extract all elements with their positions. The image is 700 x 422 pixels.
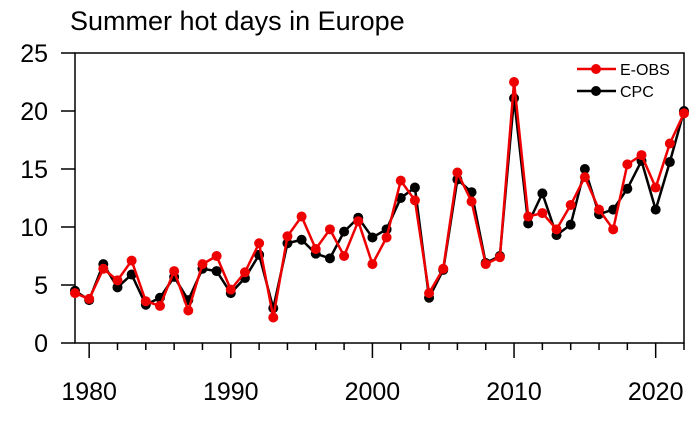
series-line — [74, 96, 686, 310]
y-tick-label: 5 — [34, 272, 48, 300]
data-point — [622, 159, 633, 170]
data-point — [480, 259, 491, 270]
data-point — [339, 251, 350, 261]
data-point — [211, 266, 222, 277]
data-point — [211, 251, 222, 261]
data-point — [664, 138, 675, 149]
data-point — [324, 253, 335, 264]
series-e-obs — [70, 77, 689, 323]
data-point — [140, 296, 151, 307]
legend: E-OBS CPC — [577, 62, 670, 101]
data-point — [664, 157, 675, 168]
data-point — [679, 108, 689, 119]
data-point — [409, 195, 420, 206]
data-point — [126, 269, 137, 280]
data-point — [112, 282, 123, 293]
data-point — [537, 188, 548, 199]
data-point — [353, 216, 364, 227]
x-tick-label: 1990 — [203, 378, 259, 406]
data-point — [324, 224, 335, 235]
legend-marker — [591, 86, 601, 96]
data-point — [395, 175, 406, 186]
data-point — [565, 219, 576, 230]
legend-marker — [591, 64, 601, 74]
data-point — [239, 267, 250, 278]
data-point — [622, 183, 633, 194]
data-point — [523, 211, 534, 222]
data-point — [608, 224, 619, 235]
y-tick-label: 10 — [20, 214, 48, 242]
data-point — [183, 305, 194, 316]
data-point — [636, 150, 647, 161]
x-tick-label: 2000 — [345, 378, 401, 406]
x-tick-label: 1980 — [61, 378, 117, 406]
data-point — [424, 288, 435, 299]
data-point — [650, 204, 661, 215]
y-tick-label: 25 — [20, 40, 48, 68]
data-point — [565, 199, 576, 210]
data-point — [154, 300, 165, 311]
data-point — [381, 232, 392, 243]
data-point — [310, 244, 321, 255]
y-tick-label: 15 — [20, 156, 48, 184]
plot-frame — [74, 52, 685, 344]
data-point — [268, 312, 279, 323]
y-tick-label: 20 — [20, 98, 48, 126]
data-point — [452, 167, 463, 178]
data-point — [197, 259, 208, 270]
x-tick-label: 2010 — [486, 378, 542, 406]
data-point — [579, 172, 590, 183]
data-point — [126, 255, 137, 266]
data-point — [70, 288, 80, 299]
data-point — [339, 226, 350, 237]
data-point — [254, 238, 265, 249]
legend-label: E-OBS — [620, 62, 670, 79]
data-point — [438, 263, 449, 274]
data-point — [650, 182, 661, 193]
data-point — [594, 204, 605, 215]
data-point — [551, 224, 562, 235]
chart-title: Summer hot days in Europe — [70, 6, 405, 36]
y-tick-label: 0 — [34, 330, 48, 358]
data-point — [523, 218, 534, 229]
data-point — [98, 263, 109, 274]
data-point — [409, 182, 420, 193]
data-point — [296, 234, 307, 245]
data-point — [579, 164, 590, 174]
data-point — [112, 275, 123, 286]
data-point — [296, 211, 307, 222]
data-point — [84, 293, 95, 304]
data-point — [537, 208, 548, 219]
data-point — [225, 284, 236, 295]
legend-label: CPC — [620, 84, 654, 101]
data-point — [367, 232, 378, 243]
data-point — [169, 266, 180, 277]
data-point — [509, 77, 520, 87]
data-point — [466, 196, 477, 207]
series-line — [74, 80, 686, 319]
data-point — [367, 259, 378, 270]
x-tick-label: 2020 — [628, 378, 684, 406]
data-point — [282, 231, 293, 242]
data-point — [494, 252, 505, 263]
